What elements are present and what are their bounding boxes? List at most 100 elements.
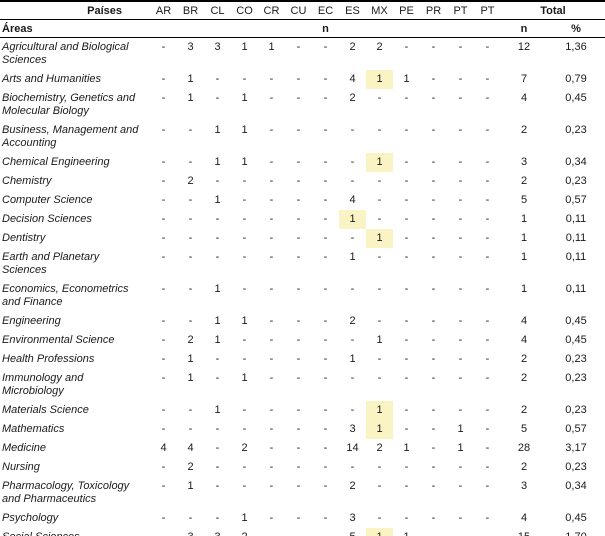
cell-cu: -	[285, 528, 312, 536]
cell-ar: -	[161, 194, 166, 206]
cell-pt: -	[485, 283, 490, 295]
cell-co: -	[242, 213, 247, 225]
table-row: Arts and Humanities -1- - - - -4 1 1- - -7 0,79	[0, 70, 605, 89]
area-name: Psychology	[2, 512, 59, 524]
table-row: Pharmacology, Toxicology and Pharmaceuti…	[0, 477, 605, 509]
cell-co: -	[242, 480, 247, 492]
cell-co: -	[242, 194, 247, 206]
cell-cl: -	[215, 73, 220, 85]
cell-mx: -	[377, 175, 382, 187]
cell-pe: 1	[403, 73, 410, 85]
cell-cr: -	[269, 353, 274, 365]
cell-total-n: 5	[520, 423, 528, 435]
cell-pr: -	[431, 404, 436, 416]
cell-total-n: 28	[517, 442, 531, 454]
column-header-br: BR	[177, 1, 204, 20]
cell-br: 3	[177, 528, 204, 536]
cell-pe: -	[404, 480, 409, 492]
cell-co: 1	[241, 41, 248, 53]
cell-br: 2	[187, 334, 194, 346]
cell-pr: -	[431, 461, 436, 473]
cell-total-n: 7	[520, 73, 528, 85]
cell-ar: -	[161, 41, 166, 53]
cell-pr: -	[431, 92, 436, 104]
cell-es: -	[350, 124, 355, 136]
cell-total-n: 2	[520, 461, 528, 473]
cell-pr: -	[431, 73, 436, 85]
cell-pt: -	[458, 353, 463, 365]
cell-br: -	[188, 404, 193, 416]
cell-cu: -	[296, 315, 301, 327]
cell-co: -	[242, 232, 247, 244]
cell-cr: -	[269, 423, 274, 435]
cell-cl: 1	[214, 124, 221, 136]
cell-co: 2	[241, 442, 248, 454]
cell-pt: -	[485, 73, 490, 85]
cell-es: 1	[339, 210, 366, 229]
cell-pt: -	[485, 334, 490, 346]
cell-ec: -	[323, 372, 328, 384]
cell-pr: -	[431, 41, 436, 53]
area-name: Pharmacology, Toxicology and Pharmaceuti…	[2, 480, 130, 505]
table-row: Biochemistry, Genetics and Molecular Bio…	[0, 89, 605, 121]
cell-cu: -	[296, 372, 301, 384]
n-label: n	[150, 19, 501, 38]
cell-total-pct: 0,34	[565, 156, 587, 168]
area-name: Mathematics	[2, 423, 65, 435]
cell-br: -	[188, 194, 193, 206]
cell-br: -	[188, 232, 193, 244]
cell-total-pct: 0,45	[565, 334, 587, 346]
column-header-pr: PR	[420, 1, 447, 20]
area-name: Environmental Science	[2, 334, 115, 346]
cell-pt: -	[485, 480, 490, 492]
cell-pr: -	[431, 283, 436, 295]
cell-mx: -	[377, 461, 382, 473]
column-header-cu: CU	[285, 1, 312, 20]
cell-mx: -	[377, 512, 382, 524]
cell-es: 1	[349, 353, 356, 365]
column-header-pt: PT	[447, 1, 474, 20]
cell-pr: -	[431, 251, 436, 263]
table-row: Chemical Engineering - -1 1- - - -1- - - -3 0,34	[0, 153, 605, 172]
cell-cr: -	[269, 461, 274, 473]
cell-pt: -	[458, 92, 463, 104]
cell-ec: -	[323, 480, 328, 492]
cell-pt: -	[485, 461, 490, 473]
cell-total-n: 1	[520, 283, 528, 295]
cell-cr: -	[258, 528, 285, 536]
cell-pe: -	[404, 251, 409, 263]
cell-pt: -	[485, 372, 490, 384]
cell-total-pct: 0,45	[565, 512, 587, 524]
cell-cu: -	[296, 353, 301, 365]
cell-ec: -	[323, 232, 328, 244]
cell-ec: -	[323, 423, 328, 435]
cell-cl: 1	[214, 315, 221, 327]
cell-pt: -	[458, 404, 463, 416]
cell-total-pct: 1,70	[547, 528, 605, 536]
cell-ec: -	[323, 353, 328, 365]
cell-mx: -	[377, 213, 382, 225]
cell-total-n: 15	[501, 528, 547, 536]
cell-pe: -	[404, 423, 409, 435]
cell-mx: 1	[366, 153, 393, 172]
cell-br: -	[188, 213, 193, 225]
cell-cl: -	[215, 512, 220, 524]
cell-cu: -	[296, 73, 301, 85]
area-name: Economics, Econometrics and Finance	[2, 283, 129, 308]
cell-cr: -	[269, 124, 274, 136]
cell-ec: -	[323, 124, 328, 136]
cell-ec: -	[323, 194, 328, 206]
cell-pt: -	[458, 251, 463, 263]
cell-cl: -	[215, 92, 220, 104]
cell-co: 1	[241, 156, 248, 168]
area-name: Chemical Engineering	[2, 156, 110, 168]
cell-pt: -	[458, 372, 463, 384]
cell-mx: 1	[376, 334, 383, 346]
cell-pe: 1	[403, 442, 410, 454]
table-row: Engineering - - 1 1 - - - 2 - - - - - 4 0,45	[0, 312, 605, 331]
cell-co: -	[242, 175, 247, 187]
cell-pr: -	[431, 480, 436, 492]
cell-pt: -	[485, 232, 490, 244]
cell-total-pct: 0,23	[565, 404, 587, 416]
